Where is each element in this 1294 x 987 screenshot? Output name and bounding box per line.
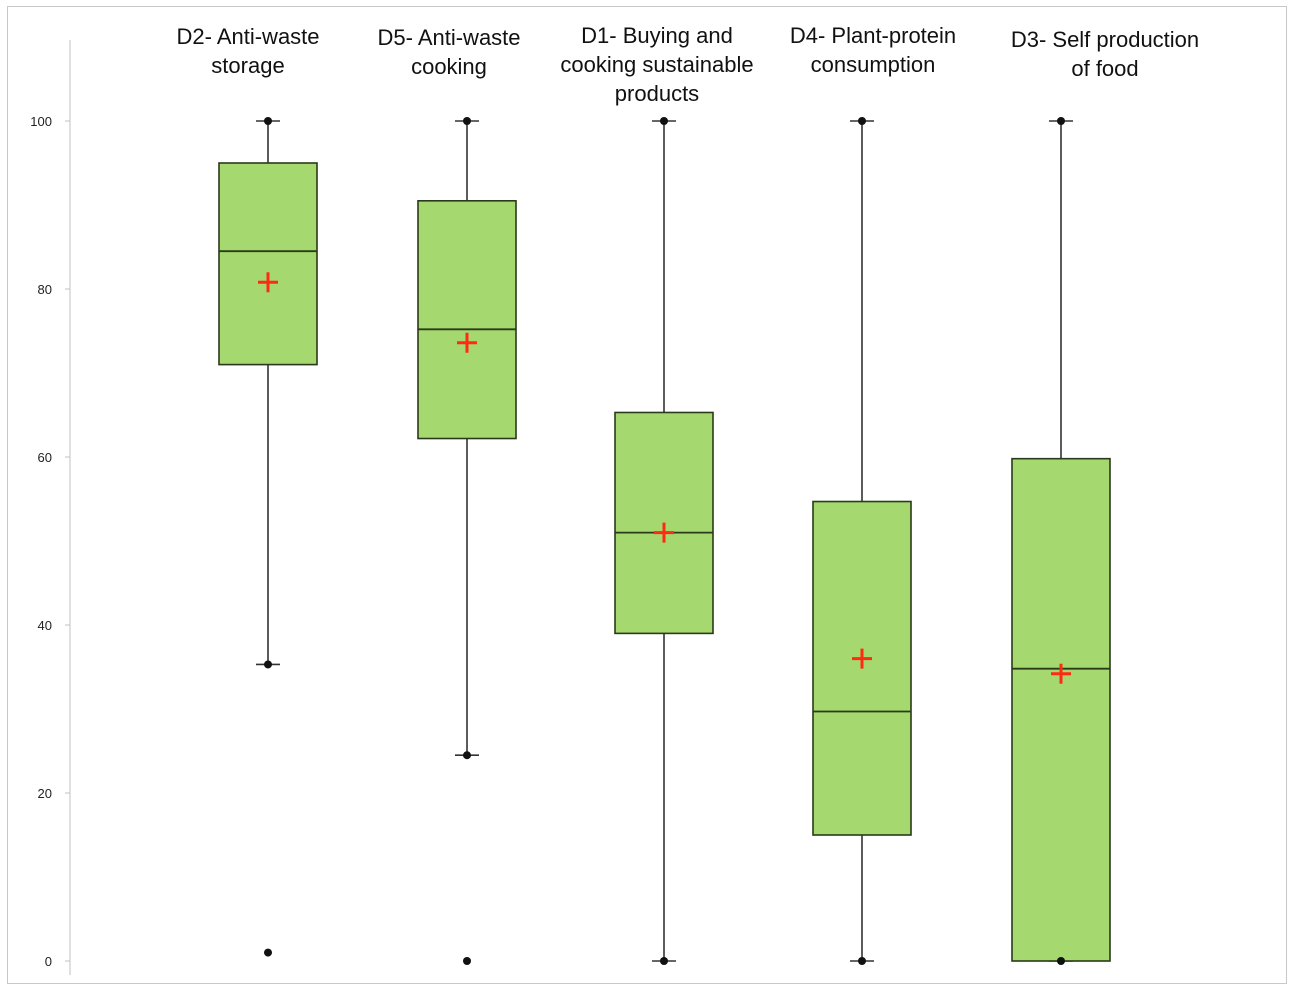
category-title-d3: D3- Self production of food xyxy=(985,25,1225,83)
y-tick-label: 60 xyxy=(38,450,52,465)
category-title-line: storage xyxy=(211,53,285,78)
category-title-line: D4- Plant-protein xyxy=(789,23,957,48)
y-tick-label: 0 xyxy=(45,954,52,969)
category-title-d5: D5- Anti-waste cooking xyxy=(329,23,569,81)
max-point xyxy=(463,117,471,125)
category-title-d2: D2- Anti-waste storage xyxy=(128,22,368,80)
category-title-d4: D4- Plant-protein consumption xyxy=(753,21,993,79)
y-tick-label: 20 xyxy=(38,786,52,801)
category-title-line: D1- Buying and xyxy=(581,23,733,48)
min-point xyxy=(1057,957,1065,965)
category-title-line: cooking sustainable xyxy=(560,52,754,77)
box-iqr xyxy=(218,162,318,366)
category-title-line: products xyxy=(614,81,700,106)
max-point xyxy=(660,117,668,125)
min-point xyxy=(660,957,668,965)
category-title-line: of food xyxy=(1071,56,1139,81)
outlier-point xyxy=(463,957,471,965)
min-point xyxy=(463,751,471,760)
max-point xyxy=(264,117,272,125)
box-iqr xyxy=(417,200,517,440)
category-title-line: D3- Self production xyxy=(1010,27,1200,52)
y-tick-label: 80 xyxy=(38,282,52,297)
max-point xyxy=(858,117,866,125)
y-tick-label: 100 xyxy=(30,114,52,129)
min-point xyxy=(264,660,272,669)
category-title-d1: D1- Buying and cooking sustainable produ… xyxy=(537,21,777,108)
y-tick-label: 40 xyxy=(38,618,52,633)
category-title-line: consumption xyxy=(810,52,936,77)
box-iqr xyxy=(1011,457,1111,962)
outlier-point xyxy=(264,948,272,957)
min-point xyxy=(858,957,866,965)
category-title-line: D5- Anti-waste xyxy=(377,25,521,50)
max-point xyxy=(1057,117,1065,125)
category-title-line: D2- Anti-waste xyxy=(176,24,320,49)
category-title-line: cooking xyxy=(411,54,487,79)
